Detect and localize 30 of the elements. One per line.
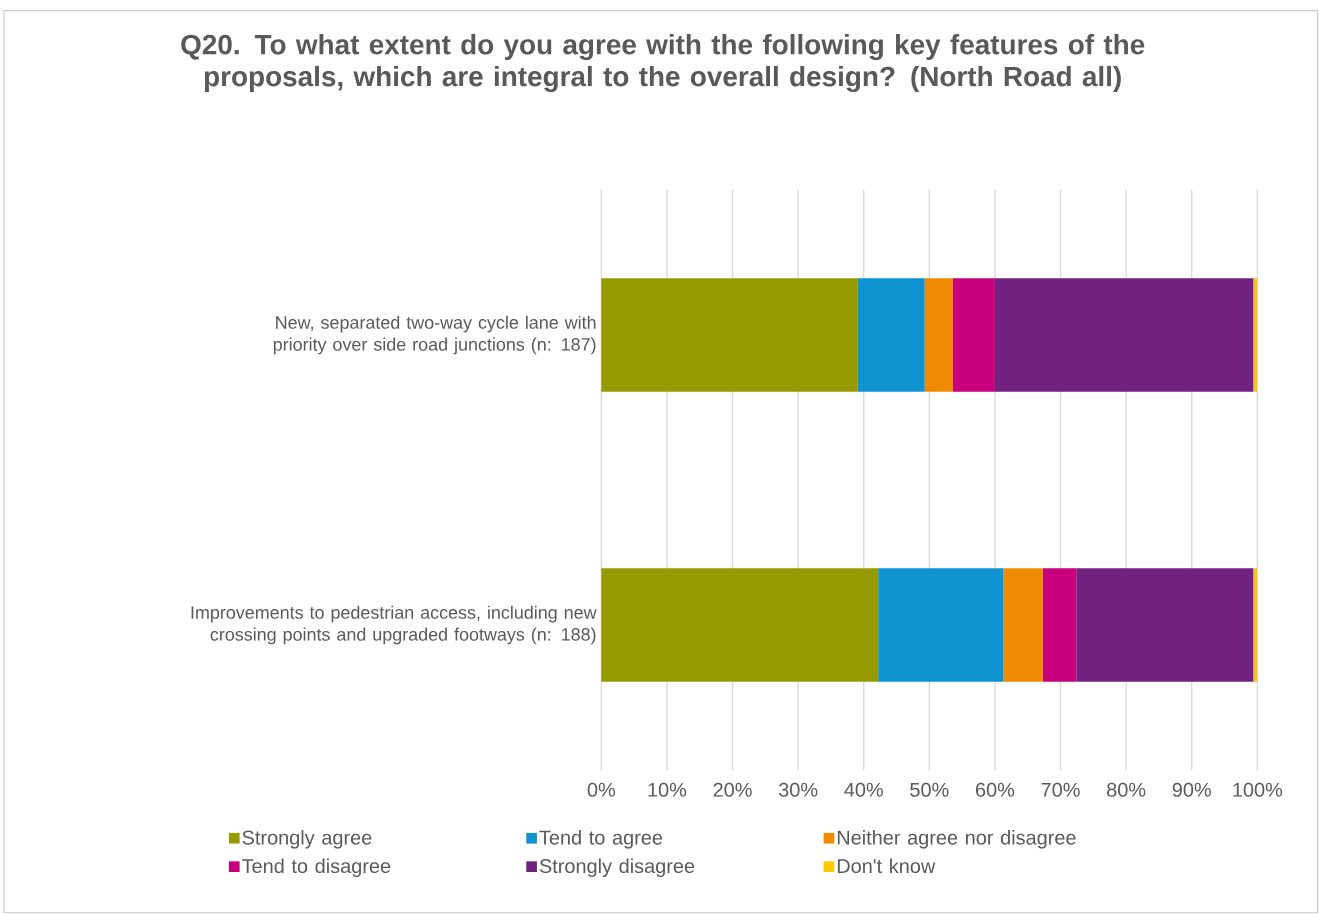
x-tick-label: 10% bbox=[648, 782, 687, 797]
x-tick-label: 50% bbox=[910, 782, 949, 797]
bar bbox=[878, 568, 1004, 682]
legend-label: Strongly agree bbox=[242, 830, 372, 849]
chart-title: Q20. To what extent do you agree with the following key features of the proposals, which are integral to the overall design? (North Road all) bbox=[181, 34, 1145, 93]
bar bbox=[1003, 568, 1043, 682]
bar bbox=[924, 278, 953, 392]
bar bbox=[994, 278, 1254, 392]
x-tick-label: 80% bbox=[1107, 782, 1146, 797]
legend-label: Neither agree nor disagree bbox=[837, 830, 1076, 849]
y-tick-label: New, separated two-way cycle lane with priority over side road junctions (n: 187) bbox=[273, 315, 596, 355]
bar bbox=[601, 568, 879, 682]
legend-label: Strongly disagree bbox=[539, 858, 695, 878]
x-tick-label: 0% bbox=[587, 782, 616, 797]
bar bbox=[857, 278, 925, 392]
legend-label: Tend to agree bbox=[539, 830, 663, 849]
x-tick-label: 40% bbox=[844, 782, 883, 797]
bar bbox=[1076, 568, 1254, 682]
bar bbox=[1042, 568, 1077, 682]
x-tick-label: 30% bbox=[778, 782, 818, 797]
x-tick-label: 70% bbox=[1041, 782, 1080, 797]
legend-label: Tend to disagree bbox=[242, 858, 391, 878]
x-tick-label: 60% bbox=[976, 782, 1015, 797]
x-tick-label: 90% bbox=[1172, 782, 1211, 797]
x-tick-label: 20% bbox=[713, 782, 752, 797]
legend-label: Don't know bbox=[837, 858, 936, 874]
y-tick-label: Improvements to pedestrian access, including new crossing points and upgraded footways (n: 188) bbox=[191, 605, 597, 645]
bar bbox=[952, 278, 995, 392]
x-tick-label: 100% bbox=[1233, 782, 1283, 797]
bar bbox=[601, 278, 858, 392]
